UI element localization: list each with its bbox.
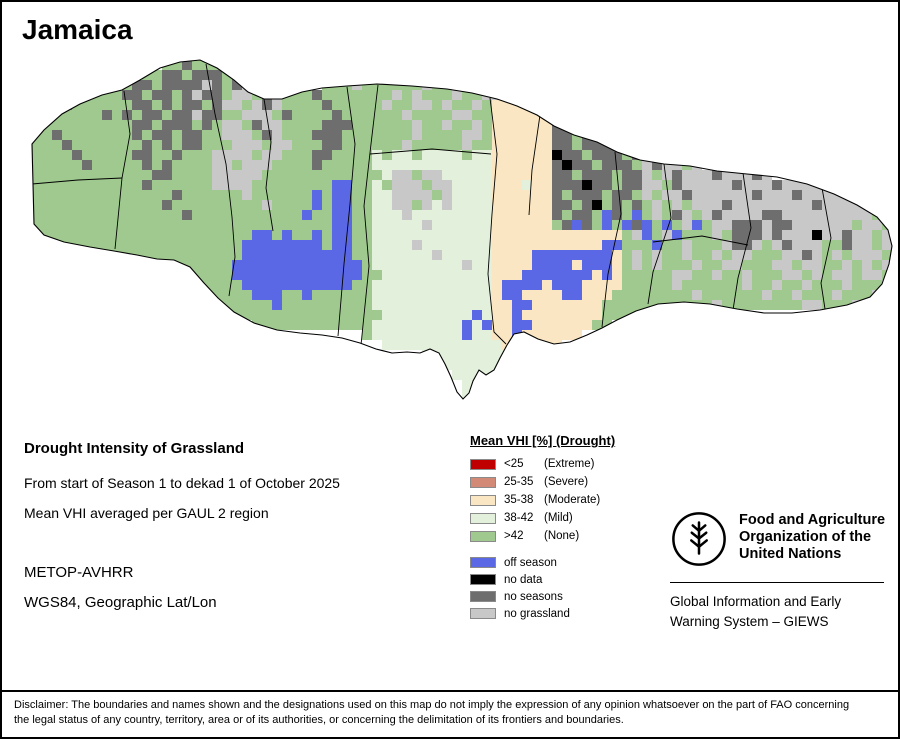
fao-name-line: United Nations: [739, 546, 842, 563]
legend-class-label: (Extreme): [544, 458, 595, 470]
legend-row-moderate: 35-38 (Moderate): [470, 491, 680, 509]
coastline: [31, 59, 893, 400]
fao-name: Food and Agriculture Organization of the…: [739, 510, 885, 563]
map-aggregation-text: Mean VHI averaged per GAUL 2 region: [24, 505, 269, 521]
legend-range: >42: [504, 530, 524, 542]
legend-title: Mean VHI [%] (Drought): [470, 433, 616, 448]
legend-other-classes: off season no data no seasons no grassla…: [470, 554, 680, 622]
legend-class-label: no data: [504, 573, 543, 586]
projection-text: WGS84, Geographic Lat/Lon: [24, 594, 217, 611]
legend-row-no-seasons: no seasons: [470, 588, 680, 605]
legend-class-label: no grassland: [504, 607, 570, 620]
legend-swatch-no-seasons: [470, 591, 496, 602]
legend-swatch-no-data: [470, 574, 496, 585]
fao-block: Food and Agriculture Organization of the…: [670, 510, 886, 631]
fao-name-line: Organization of the: [739, 529, 872, 546]
legend-row-severe: 25-35 (Severe): [470, 473, 680, 491]
giews-text: Global Information and Early Warning Sys…: [670, 592, 886, 631]
legend-row-no-grassland: no grassland: [470, 605, 680, 622]
page-title: Jamaica: [22, 14, 133, 45]
legend-range: <25: [504, 458, 524, 470]
fao-divider: [670, 582, 884, 583]
legend-swatch-moderate: [470, 494, 496, 506]
disclaimer-bar: Disclaimer: The boundaries and names sho…: [2, 690, 898, 737]
legend-class-label: off season: [504, 556, 557, 569]
legend-class-label: no seasons: [504, 590, 563, 603]
legend-swatch-mild: [470, 512, 496, 524]
legend-class-label: (Severe): [544, 476, 589, 488]
legend-row-no-data: no data: [470, 571, 680, 588]
sensor-text: METOP-AVHRR: [24, 564, 134, 581]
giews-line: Warning System – GIEWS: [670, 613, 829, 629]
legend-swatch-no-grassland: [470, 608, 496, 619]
legend-class-label: (None): [544, 530, 580, 542]
map-subject-heading: Drought Intensity of Grassland: [24, 440, 245, 457]
map-raster-cells: [32, 60, 892, 399]
fao-name-line: Food and Agriculture: [739, 512, 886, 528]
legend-range: 25-35: [504, 476, 534, 488]
legend-row-none: >42 (None): [470, 527, 680, 545]
disclaimer-text: Disclaimer: The boundaries and names sho…: [14, 699, 850, 726]
legend-swatch-off-season: [470, 557, 496, 568]
giews-line: Global Information and Early: [670, 594, 842, 609]
legend-swatch-none: [470, 530, 496, 542]
legend-row-mild: 38-42 (Mild): [470, 509, 680, 527]
region-boundaries: [32, 63, 832, 346]
legend-range: 38-42: [504, 512, 534, 524]
map-period-text: From start of Season 1 to dekad 1 of Oct…: [24, 475, 340, 491]
legend-swatch-extreme: [470, 458, 496, 470]
fao-logo-icon: [672, 512, 726, 566]
legend: Mean VHI [%] (Drought) <25 (Extreme) 25-…: [470, 433, 680, 622]
legend-swatch-severe: [470, 476, 496, 488]
legend-row-extreme: <25 (Extreme): [470, 455, 680, 473]
jamaica-drought-map: [31, 59, 893, 400]
legend-row-off-season: off season: [470, 554, 680, 571]
legend-class-label: (Mild): [544, 512, 573, 524]
legend-class-label: (Moderate): [544, 494, 601, 506]
legend-range: 35-38: [504, 494, 534, 506]
